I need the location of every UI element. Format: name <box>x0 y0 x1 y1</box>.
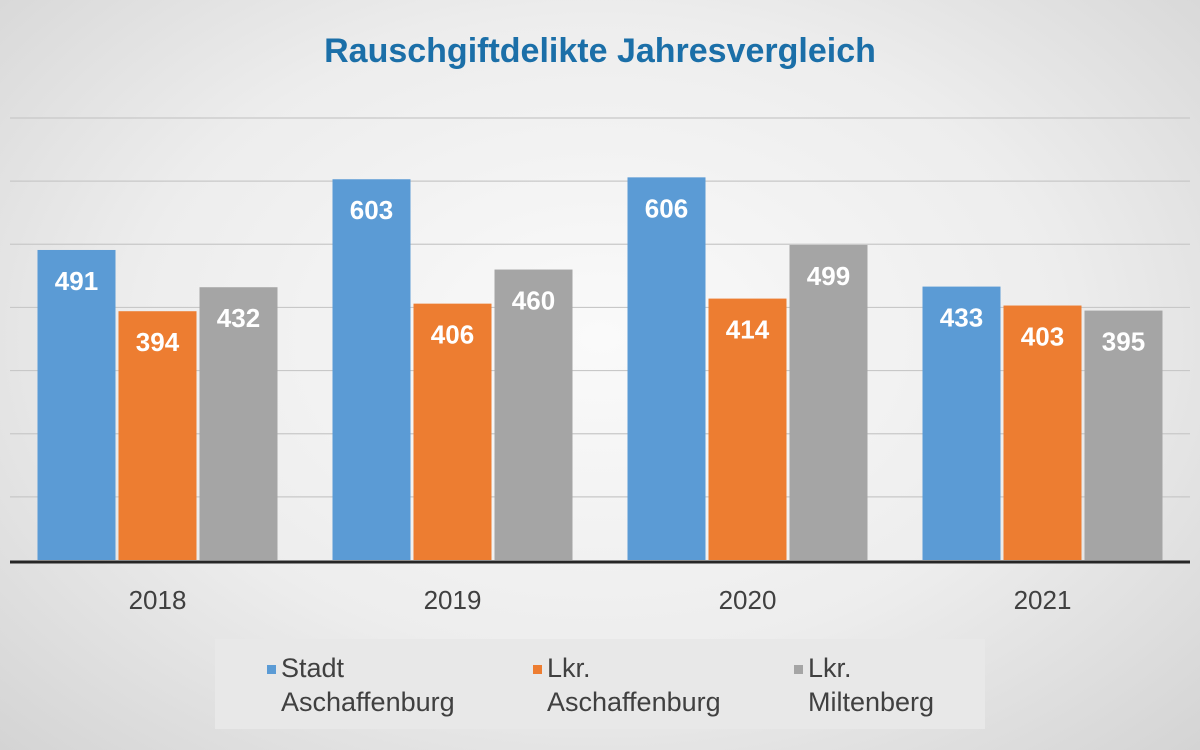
data-label: 432 <box>217 303 260 333</box>
legend-swatch <box>267 665 276 674</box>
bar-2021-1 <box>1003 305 1082 560</box>
bar-2019-0 <box>332 179 411 560</box>
bar-2020-1 <box>708 298 787 560</box>
chart-title: Rauschgiftdelikte Jahresvergleich <box>324 32 876 70</box>
data-label: 394 <box>136 327 180 357</box>
legend-swatch <box>533 665 542 674</box>
legend-swatch <box>794 665 803 674</box>
x-tick-label: 2020 <box>719 585 777 615</box>
bar-2020-2 <box>789 244 868 560</box>
legend-item-lkr-aschaffenburg: Lkr. Aschaffenburg <box>533 651 721 719</box>
data-label: 460 <box>512 286 555 316</box>
x-tick-label: 2019 <box>424 585 482 615</box>
bar-2018-2 <box>199 287 278 560</box>
bar-2018-0 <box>37 249 116 560</box>
legend-label: Stadt <box>281 653 345 683</box>
legend-label: Lkr. <box>808 653 852 683</box>
x-tick-label: 2021 <box>1014 585 1072 615</box>
legend-label: Lkr. <box>547 653 591 683</box>
data-label: 499 <box>807 261 850 291</box>
data-label: 606 <box>645 193 688 223</box>
bar-2021-0 <box>922 286 1001 560</box>
bar-2021-2 <box>1084 310 1163 560</box>
data-label: 603 <box>350 195 393 225</box>
x-tick-label: 2018 <box>129 585 187 615</box>
data-label: 414 <box>726 315 770 345</box>
bar-2018-1 <box>118 311 197 560</box>
legend-label: Aschaffenburg <box>281 687 455 717</box>
data-label: 403 <box>1021 322 1064 352</box>
data-label: 406 <box>431 320 474 350</box>
bar-2019-2 <box>494 269 573 560</box>
bar-2019-1 <box>413 303 492 560</box>
legend-item-stadt-aschaffenburg: Stadt Aschaffenburg <box>267 651 455 719</box>
legend: Stadt Aschaffenburg Lkr. Aschaffenburg L… <box>215 639 985 729</box>
bar-2020-0 <box>627 177 706 560</box>
data-label: 433 <box>940 303 983 333</box>
legend-label: Miltenberg <box>808 687 935 717</box>
data-label: 491 <box>55 266 98 296</box>
legend-item-lkr-miltenberg: Lkr. Miltenberg <box>794 651 935 719</box>
data-label: 395 <box>1102 327 1145 357</box>
legend-label: Aschaffenburg <box>547 687 721 717</box>
